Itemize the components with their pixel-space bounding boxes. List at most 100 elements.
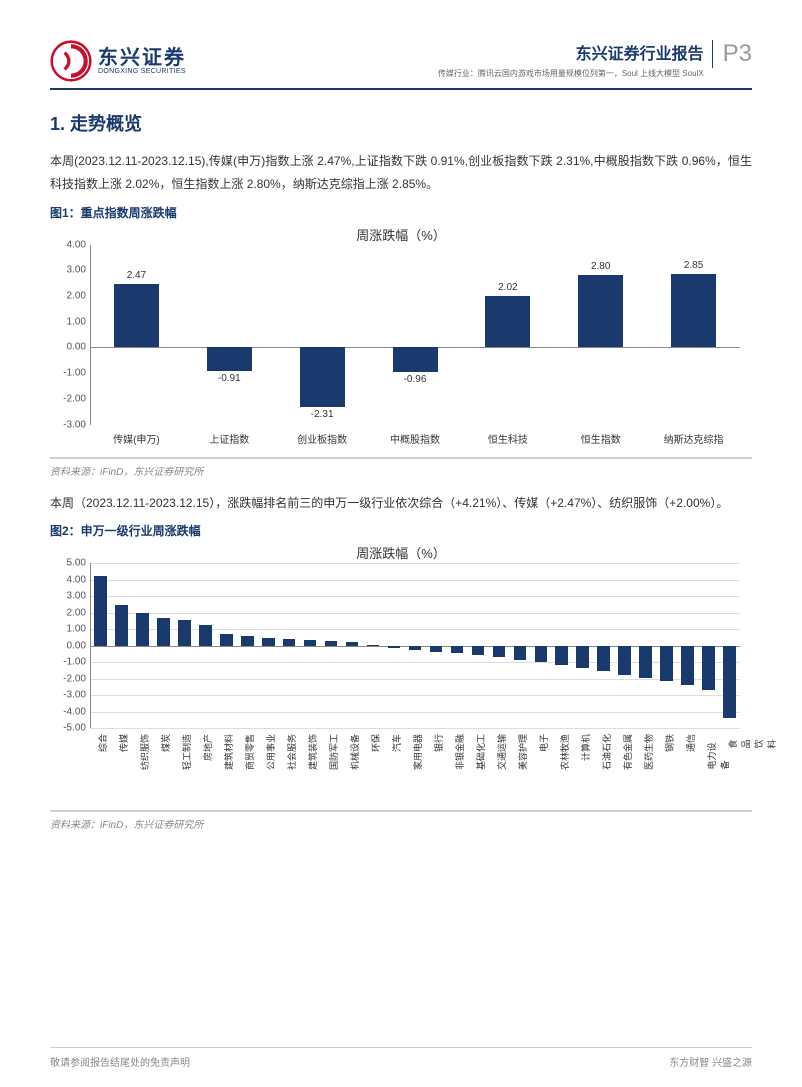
chart1-category-label: 上证指数 xyxy=(189,431,269,446)
footer-disclaimer: 敬请参阅报告结尾处的免责声明 xyxy=(50,1054,190,1069)
page-header: 东兴证券 DONGXING SECURITIES 东兴证券行业报告 传媒行业：腾… xyxy=(50,40,752,90)
chart1-value-label: 2.02 xyxy=(478,282,538,293)
figure2-source: 资料来源：iFinD，东兴证券研究所 xyxy=(50,816,752,831)
chart2-ytick: 5.00 xyxy=(50,558,86,569)
chart1-bar-chart: 周涨跌幅（%） -3.00-2.00-1.000.001.002.003.004… xyxy=(50,225,752,455)
chart1-bar xyxy=(300,347,345,406)
footer-tagline: 东方财智 兴盛之源 xyxy=(669,1054,752,1069)
chart2-category-label: 商贸零售 xyxy=(243,734,256,770)
chart2-bar xyxy=(576,646,589,668)
chart2-category-label: 房地产 xyxy=(201,734,214,761)
chart1-ytick: 4.00 xyxy=(50,239,86,250)
chart2-category-label: 石油石化 xyxy=(600,734,613,770)
chart2-category-label: 国防军工 xyxy=(327,734,340,770)
chart1-category-label: 恒生指数 xyxy=(561,431,641,446)
chart1-category-label: 中概股指数 xyxy=(375,431,455,446)
chart1-bar xyxy=(207,347,252,370)
chart2-bar xyxy=(388,646,401,648)
chart2-bar xyxy=(304,640,317,646)
chart1-category-label: 创业板指数 xyxy=(282,431,362,446)
chart2-ytick: -1.00 xyxy=(50,657,86,668)
chart2-bar xyxy=(136,613,149,646)
chart1-value-label: -2.31 xyxy=(292,409,352,420)
chart1-bar xyxy=(485,296,530,348)
chart1-value-label: 2.85 xyxy=(664,260,724,271)
chart2-bar xyxy=(367,645,380,646)
chart2-bar xyxy=(451,646,464,653)
chart1-value-label: -0.91 xyxy=(199,373,259,384)
chart1-ytick: 2.00 xyxy=(50,291,86,302)
chart2-category-label: 电子 xyxy=(537,734,550,752)
chart2-bar xyxy=(430,646,443,652)
chart1-ytick: -1.00 xyxy=(50,368,86,379)
chart1-category-label: 恒生科技 xyxy=(468,431,548,446)
section-title: 1. 走势概览 xyxy=(50,110,752,136)
chart1-ytick: -3.00 xyxy=(50,419,86,430)
chart2-bar xyxy=(94,576,107,645)
chart2-category-label: 环保 xyxy=(369,734,382,752)
chart2-category-label: 交通运输 xyxy=(495,734,508,770)
chart2-category-label: 纺织服饰 xyxy=(138,734,151,770)
chart2-ytick: -3.00 xyxy=(50,690,86,701)
chart2-bar xyxy=(514,646,527,660)
chart1-ytick: 3.00 xyxy=(50,265,86,276)
chart2-bar xyxy=(262,638,275,646)
chart2-bar xyxy=(346,642,359,646)
chart2-bar xyxy=(178,620,191,646)
chart2-ytick: 2.00 xyxy=(50,607,86,618)
chart1-value-label: -0.96 xyxy=(385,374,445,385)
company-logo-icon xyxy=(50,40,92,82)
chart2-ytick: 3.00 xyxy=(50,591,86,602)
chart1-ytick: 0.00 xyxy=(50,342,86,353)
chart2-ytick: 4.00 xyxy=(50,574,86,585)
chart1-value-label: 2.80 xyxy=(571,261,631,272)
chart2-bar xyxy=(409,646,422,650)
paragraph-1: 本周(2023.12.11-2023.12.15),传媒(申万)指数上涨 2.4… xyxy=(50,150,752,196)
chart2-category-label: 通信 xyxy=(684,734,697,752)
chart2-category-label: 汽车 xyxy=(390,734,403,752)
chart2-bar xyxy=(660,646,673,681)
chart1-ytick: -2.00 xyxy=(50,393,86,404)
chart2-bar xyxy=(199,625,212,646)
chart2-category-label: 银行 xyxy=(432,734,445,752)
paragraph-2: 本周（2023.12.11-2023.12.15），涨跌幅排名前三的申万一级行业… xyxy=(50,492,752,515)
chart2-category-label: 基础化工 xyxy=(474,734,487,770)
report-title: 东兴证券行业报告 xyxy=(438,40,704,64)
chart1-bar xyxy=(114,284,159,348)
figure1-title: 图1：重点指数周涨跌幅 xyxy=(50,204,752,221)
figure2-title: 图2：申万一级行业周涨跌幅 xyxy=(50,522,752,539)
logo: 东兴证券 DONGXING SECURITIES xyxy=(50,40,186,82)
chart2-bar xyxy=(241,636,254,646)
chart2-container: 周涨跌幅（%） -5.00-4.00-3.00-2.00-1.000.001.0… xyxy=(50,543,752,812)
chart2-category-label: 建筑装饰 xyxy=(306,734,319,770)
report-subtitle: 传媒行业：腾讯云国内游戏市场用量规模位列第一，Soul 上线大模型 SoulX xyxy=(438,68,704,79)
chart2-category-label: 医药生物 xyxy=(642,734,655,770)
chart2-bar xyxy=(283,639,296,646)
chart2-title: 周涨跌幅（%） xyxy=(50,543,752,562)
chart1-container: 周涨跌幅（%） -3.00-2.00-1.000.001.002.003.004… xyxy=(50,225,752,459)
chart2-bar xyxy=(723,646,736,719)
chart1-bar xyxy=(393,347,438,372)
chart2-ytick: -2.00 xyxy=(50,673,86,684)
chart2-category-label: 社会服务 xyxy=(285,734,298,770)
chart2-bar xyxy=(555,646,568,665)
chart2-category-label: 计算机 xyxy=(579,734,592,761)
chart2-category-label: 美容护理 xyxy=(516,734,529,770)
chart2-bar xyxy=(618,646,631,675)
chart2-category-label: 建筑材料 xyxy=(222,734,235,770)
chart2-bar-chart: 周涨跌幅（%） -5.00-4.00-3.00-2.00-1.000.001.0… xyxy=(50,543,752,808)
chart1-category-label: 传媒(申万) xyxy=(96,431,176,446)
chart2-category-label: 钢铁 xyxy=(663,734,676,752)
chart2-ytick: -5.00 xyxy=(50,723,86,734)
chart2-category-label: 非银金融 xyxy=(453,734,466,770)
chart2-category-label: 传媒 xyxy=(117,734,130,752)
chart1-bar xyxy=(671,274,716,347)
chart1-value-label: 2.47 xyxy=(106,270,166,281)
chart2-bar xyxy=(472,646,485,655)
chart2-category-label: 综合 xyxy=(96,734,109,752)
logo-text-cn: 东兴证券 xyxy=(98,48,186,68)
chart2-bar xyxy=(702,646,715,690)
chart1-category-label: 纳斯达克综指 xyxy=(654,431,734,446)
logo-text-en: DONGXING SECURITIES xyxy=(98,68,186,75)
page-footer: 敬请参阅报告结尾处的免责声明 东方财智 兴盛之源 xyxy=(50,1047,752,1069)
